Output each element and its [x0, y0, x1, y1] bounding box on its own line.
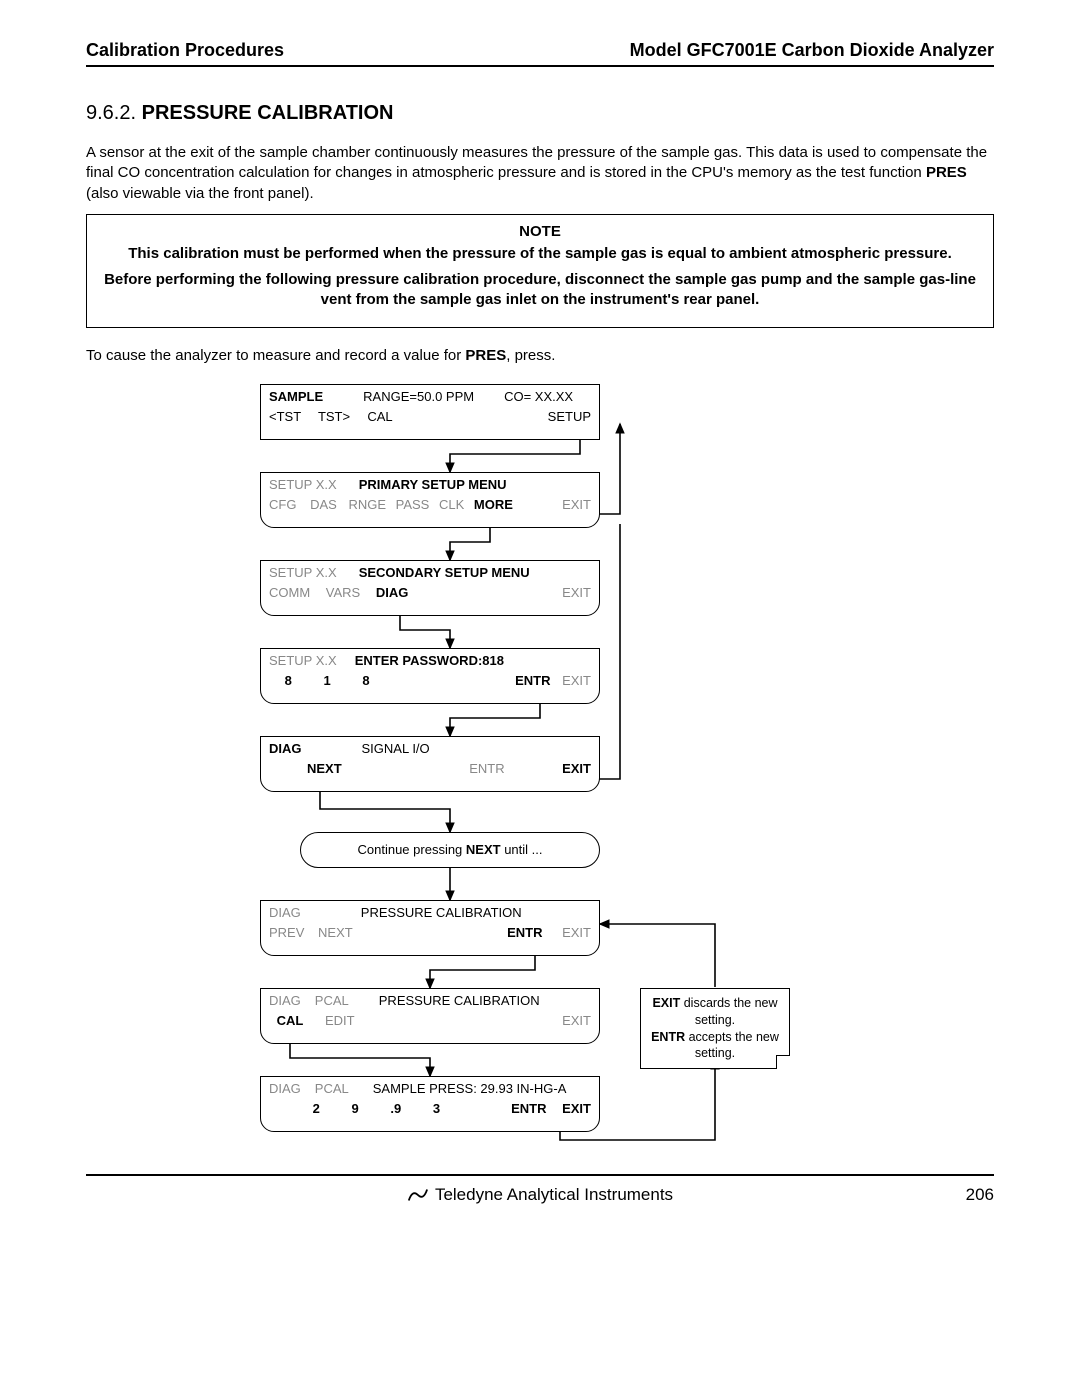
flow-step-8: DIAG PCAL SAMPLE PRESS: 29.93 IN-HG-A 2 …: [260, 1076, 600, 1132]
note-line-1: This calibration must be performed when …: [101, 244, 979, 264]
note-fold-icon: [776, 1055, 790, 1069]
paragraph-2: To cause the analyzer to measure and rec…: [86, 346, 994, 366]
teledyne-logo-icon: [407, 1187, 429, 1203]
section-number: 9.6.2.: [86, 102, 136, 124]
flow-step-5: DIAG SIGNAL I/O NEXT ENTR EXIT: [260, 736, 600, 792]
note-line-2: Before performing the following pressure…: [101, 270, 979, 311]
page-header: Calibration Procedures Model GFC7001E Ca…: [86, 40, 994, 67]
header-left: Calibration Procedures: [86, 40, 284, 61]
footer-page-number: 206: [966, 1185, 994, 1205]
flow-oval: Continue pressing NEXT until ...: [300, 832, 600, 868]
note-box: NOTE This calibration must be performed …: [86, 214, 994, 328]
flow-step-7: DIAG PCAL PRESSURE CALIBRATION CAL EDIT …: [260, 988, 600, 1044]
header-right: Model GFC7001E Carbon Dioxide Analyzer: [630, 40, 994, 61]
s1-setup: SETUP: [548, 409, 591, 424]
footer-company: Teledyne Analytical Instruments: [407, 1185, 673, 1205]
note-label: NOTE: [101, 223, 979, 240]
flow-step-3: SETUP X.X SECONDARY SETUP MENU COMM VARS…: [260, 560, 600, 616]
flow-sidenote: EXIT discards the new setting. ENTR acce…: [640, 988, 790, 1070]
page-footer: Teledyne Analytical Instruments 206: [86, 1174, 994, 1204]
s1-sample: SAMPLE: [269, 389, 323, 404]
s1-co: CO= XX.XX: [504, 389, 573, 404]
paragraph-1: A sensor at the exit of the sample chamb…: [86, 143, 994, 204]
flow-step-1: SAMPLE RANGE=50.0 PPM CO= XX.XX <TST TST…: [260, 384, 600, 440]
flow-step-6: DIAG PRESSURE CALIBRATION PREV NEXT ENTR…: [260, 900, 600, 956]
section-title: 9.6.2. PRESSURE CALIBRATION: [86, 102, 994, 125]
section-name: PRESSURE CALIBRATION: [142, 102, 394, 124]
flowchart: SAMPLE RANGE=50.0 PPM CO= XX.XX <TST TST…: [260, 384, 820, 1144]
flow-step-4: SETUP X.X ENTER PASSWORD:818 8 1 8 ENTR …: [260, 648, 600, 704]
flow-step-2: SETUP X.X PRIMARY SETUP MENU CFG DAS RNG…: [260, 472, 600, 528]
s1-range: RANGE=50.0 PPM: [363, 389, 474, 404]
